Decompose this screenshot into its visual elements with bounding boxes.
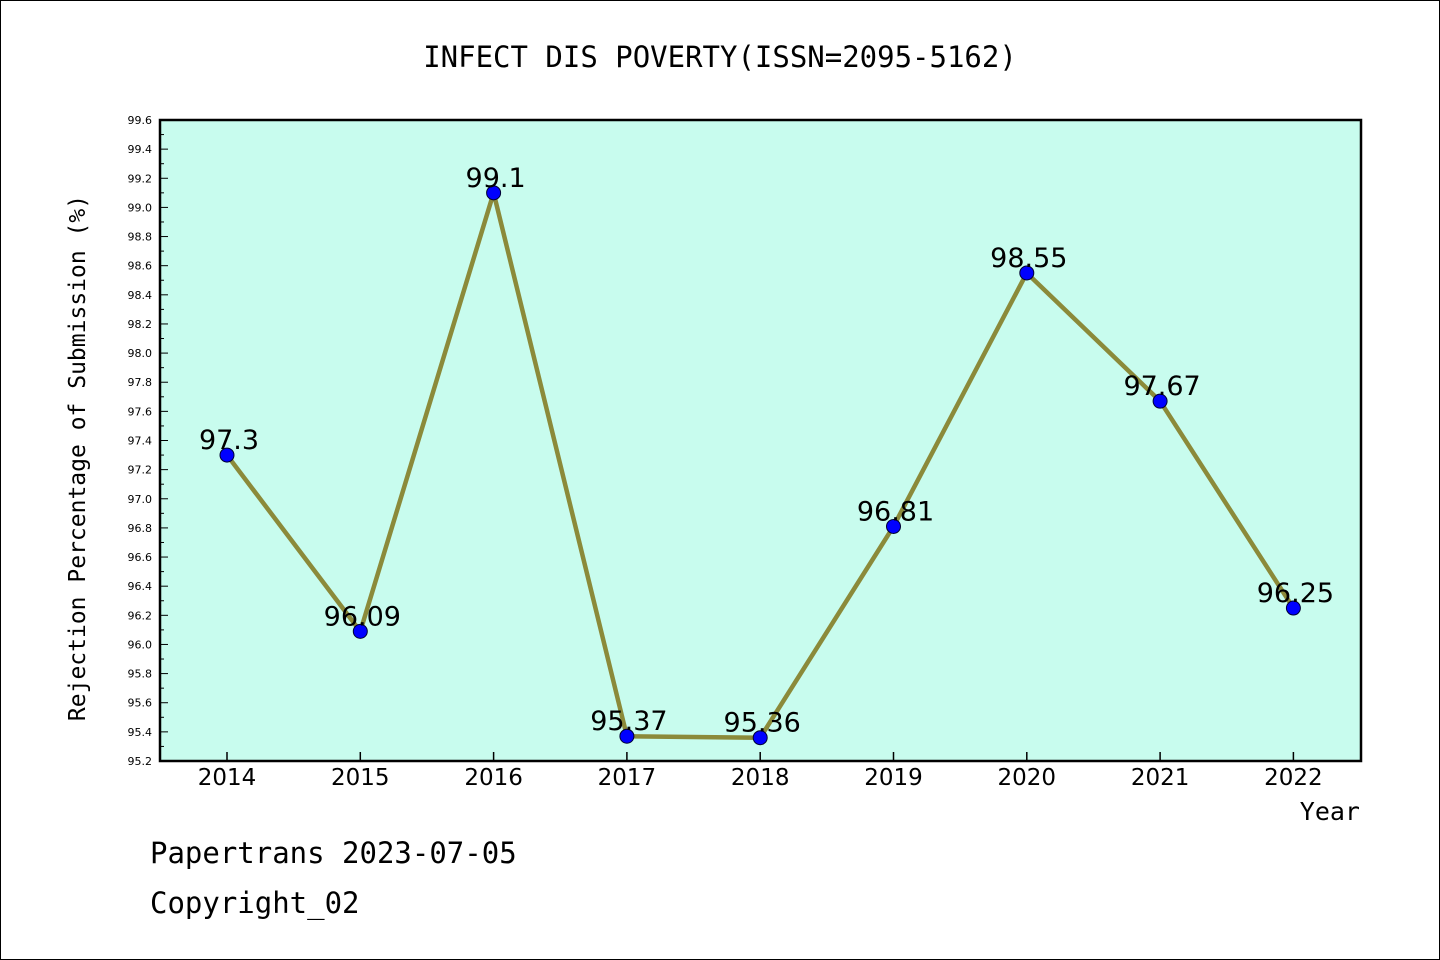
- y-tick-label: 97.0: [128, 493, 153, 506]
- data-label: 97.67: [1123, 371, 1200, 402]
- y-tick-label: 97.2: [128, 464, 153, 477]
- x-tick-label: 2018: [731, 765, 790, 791]
- x-tick-label: 2019: [864, 765, 923, 791]
- y-axis-label: Rejection Percentage of Submission (%): [65, 195, 91, 721]
- x-tick-label: 2016: [464, 765, 523, 791]
- data-labels: 97.3 96.09 99.1 95.37 95.36 96.81 98.55 97.67 96…: [199, 163, 1334, 739]
- y-tick-label: 97.6: [128, 405, 153, 418]
- x-tick-label: 2021: [1131, 765, 1190, 791]
- data-point: [886, 518, 901, 534]
- y-tick-label: 99.6: [128, 114, 153, 127]
- data-label: 99.1: [466, 163, 526, 194]
- y-axis: 95.2 95.4 95.6 95.8 96.0 96.2 96.4 96.6 96.8 97.0…: [128, 114, 168, 768]
- footer-credit: Papertrans 2023-07-05: [150, 836, 517, 870]
- y-tick-label: 99.2: [128, 172, 153, 185]
- y-tick-label: 95.8: [128, 668, 153, 681]
- data-point: [219, 447, 235, 463]
- y-tick-label: 96.2: [128, 609, 153, 622]
- y-tick-label: 99.0: [128, 201, 153, 214]
- data-label: 97.3: [199, 425, 259, 456]
- data-point: [1019, 265, 1035, 281]
- data-label: 96.25: [1257, 578, 1334, 609]
- y-tick-label: 98.8: [128, 231, 153, 244]
- chart-title: INFECT DIS POVERTY(ISSN=2095-5162): [423, 40, 1017, 74]
- data-label: 96.81: [857, 496, 934, 527]
- x-axis: 2014 2015 2016 2017 2018 2019 2020 2021 2022: [198, 752, 1323, 791]
- y-tick-label: 97.4: [128, 435, 153, 448]
- data-label: 95.36: [724, 708, 801, 739]
- y-tick-label: 96.8: [128, 522, 153, 535]
- data-point: [752, 730, 768, 746]
- data-point: [486, 185, 502, 201]
- y-tick-label: 99.4: [128, 143, 153, 156]
- data-label: 96.09: [324, 601, 401, 632]
- y-tick-label: 98.6: [128, 260, 153, 273]
- data-label: 98.55: [990, 243, 1067, 274]
- y-tick-label: 96.6: [128, 551, 153, 564]
- x-tick-label: 2014: [198, 765, 257, 791]
- plot-border: [158, 118, 1363, 763]
- y-tick-label: 95.4: [128, 726, 153, 739]
- y-tick-label: 95.6: [128, 697, 153, 710]
- x-tick-label: 2020: [998, 765, 1057, 791]
- y-tick-label: 96.4: [128, 580, 153, 593]
- data-point: [1152, 393, 1168, 409]
- plot-area: [160, 120, 1361, 761]
- y-tick-label: 98.2: [128, 318, 153, 331]
- y-tick-label: 98.4: [128, 289, 153, 302]
- x-axis-label: Year: [1300, 797, 1360, 826]
- y-tick-label: 95.2: [128, 755, 153, 768]
- x-tick-label: 2015: [331, 765, 390, 791]
- x-tick-label: 2017: [598, 765, 657, 791]
- y-tick-label: 97.8: [128, 376, 153, 389]
- data-label: 95.37: [590, 706, 667, 737]
- x-tick-label: 2022: [1264, 765, 1323, 791]
- y-tick-label: 96.0: [128, 638, 153, 651]
- footer-copyright: Copyright_02: [150, 886, 360, 920]
- data-point: [619, 728, 635, 744]
- data-point: [352, 623, 368, 639]
- series-rejection-percentage: [219, 185, 1301, 746]
- y-tick-label: 98.0: [128, 347, 153, 360]
- data-point: [1285, 600, 1301, 616]
